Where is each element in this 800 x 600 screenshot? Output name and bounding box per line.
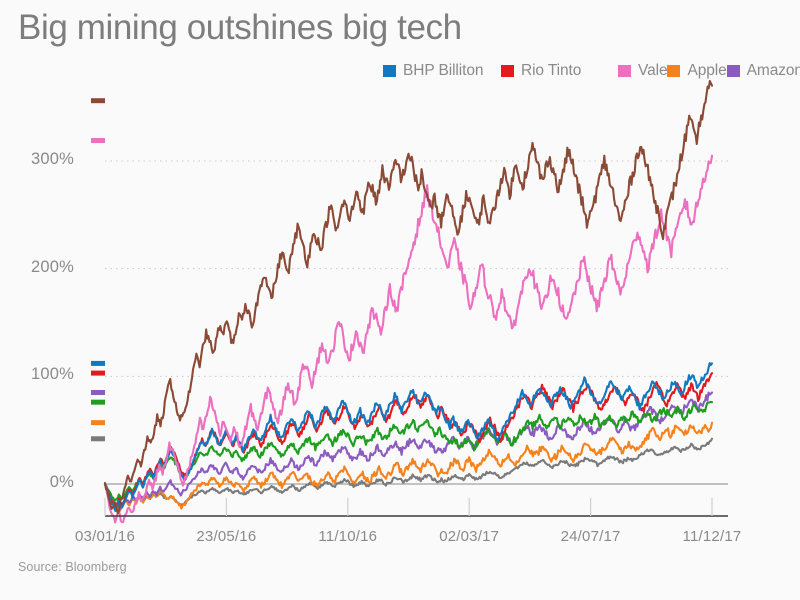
end-value-marker-apple [91,420,105,426]
x-axis-tick-label: 11/10/16 [318,528,378,545]
y-axis-tick-label: 0% [49,473,74,491]
end-value-marker-glencore [91,98,105,104]
series-line-apple [103,421,714,514]
end-value-marker-vale [91,138,105,144]
x-axis-tick-label: 23/05/16 [196,528,257,545]
end-value-marker-facebook [91,399,105,405]
legend-swatch-icon [667,64,681,77]
x-axis-tick-label: 03/01/16 [75,528,135,545]
end-value-marker-bhp-billiton [91,360,105,366]
y-axis-tick-label: 100% [30,365,74,384]
series-line-vale [103,154,714,524]
legend-label: Amazon [746,61,800,79]
legend-swatch-icon [618,64,631,77]
x-axis-tick-label: 24/07/17 [560,528,621,545]
page-title: Big mining outshines big tech [18,8,462,47]
legend-item[interactable]: Amazon [726,60,800,81]
series-line-glencore [103,80,714,515]
legend-label: Vale [638,61,668,79]
x-axis-tick-label: 11/12/17 [682,528,742,545]
legend-swatch-icon [501,64,514,77]
end-value-marker-rio-tinto [91,370,105,376]
series-line-bhp-billiton [103,362,714,512]
legend-label: Rio Tinto [521,61,582,79]
legend-swatch-icon [726,64,740,77]
legend-label: BHP Billiton [403,61,484,79]
legend-item[interactable]: Vale [618,60,668,81]
end-value-marker-amazon [91,389,105,395]
legend-item[interactable]: BHP Billiton [383,60,501,81]
legend-label: Apple [687,61,727,79]
legend-item[interactable]: Apple [667,60,727,81]
series-line-google [103,437,714,510]
source-attribution: Source: Bloomberg [18,560,127,574]
series-line-facebook [103,400,714,502]
legend-item[interactable]: Rio Tinto [501,60,618,81]
end-value-marker-google [91,436,105,442]
y-axis-tick-label: 300% [30,149,74,168]
y-axis-tick-label: 200% [30,257,74,276]
legend-swatch-icon [383,64,396,77]
x-axis-tick-label: 02/03/17 [439,528,500,545]
